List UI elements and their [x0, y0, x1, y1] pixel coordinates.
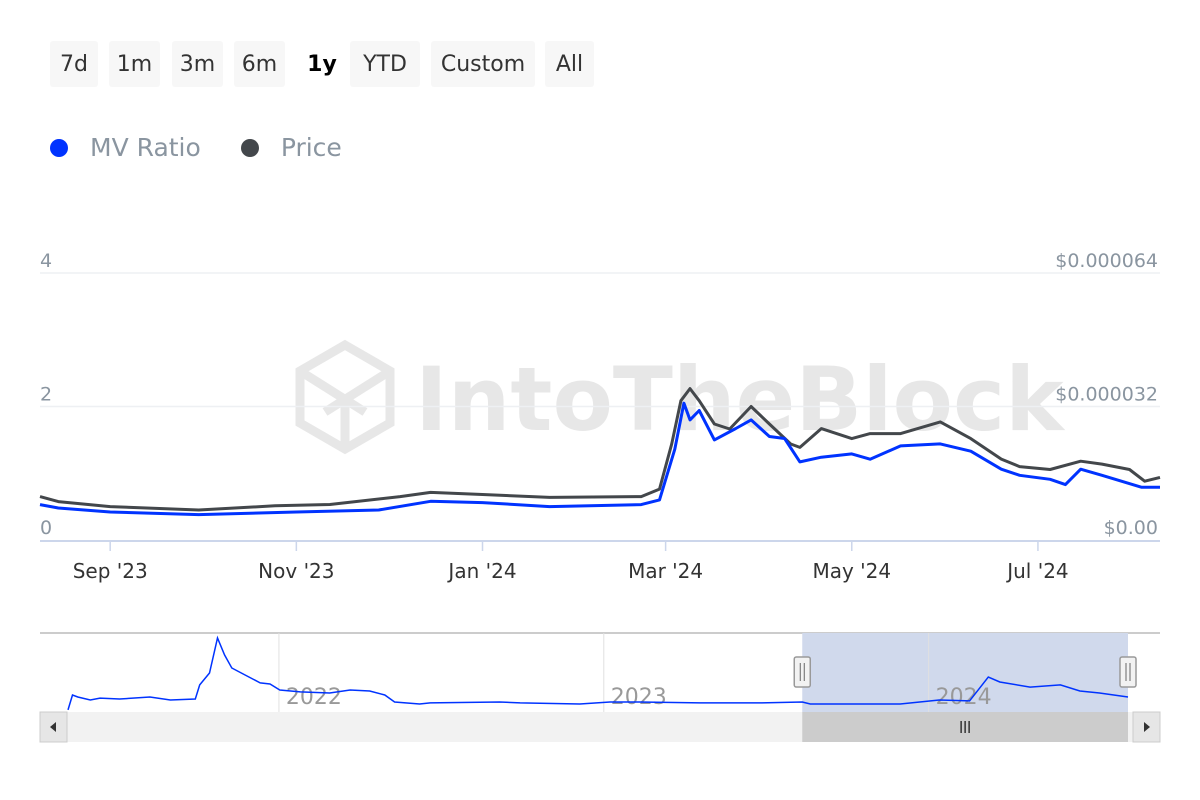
range-button-6m[interactable]: 6m — [234, 41, 285, 87]
handle-box[interactable] — [1119, 656, 1137, 688]
legend-item-price[interactable]: Price — [240, 133, 342, 162]
watermark-logo-icon — [295, 339, 395, 455]
navigator-handle-left[interactable] — [793, 656, 812, 688]
range-button-all[interactable]: All — [545, 41, 594, 87]
y-left-tick-label: 4 — [40, 250, 52, 272]
price-dot-icon — [240, 138, 259, 157]
mv-ratio-dot-icon — [50, 138, 68, 157]
x-tick-label: May '24 — [812, 559, 891, 583]
legend-label: MV Ratio — [90, 133, 201, 162]
x-tick-label: Jan '24 — [446, 559, 516, 583]
navigator-tick-label: 2023 — [611, 685, 667, 710]
navigator-series-line — [67, 635, 1129, 711]
arrow-left-icon — [50, 722, 56, 732]
legend-item-mv-ratio[interactable]: MV Ratio — [50, 133, 201, 162]
y-left-tick-label: 0 — [40, 517, 52, 539]
range-button-3m[interactable]: 3m — [172, 41, 223, 87]
watermark: IntoTheBlock — [295, 339, 1066, 455]
watermark-text: IntoTheBlock — [415, 348, 1066, 451]
navigator-handle-right[interactable] — [1119, 656, 1137, 688]
y-right-tick-label: $0.000064 — [1055, 250, 1158, 272]
price-series-line[interactable] — [39, 387, 1161, 512]
y-right-tick-label: $0.000032 — [1055, 384, 1158, 406]
navigator-tick-label: 2024 — [936, 685, 992, 710]
legend-label: Price — [280, 133, 342, 162]
range-button-ytd[interactable]: YTD — [350, 41, 420, 87]
x-tick-label: Jul '24 — [1005, 559, 1068, 583]
y-left-tick-label: 2 — [40, 384, 52, 406]
range-button-1y[interactable]: 1y — [307, 51, 337, 77]
legend: MV Ratio Price — [50, 133, 382, 162]
arrow-right-icon — [1144, 722, 1150, 732]
range-button-1m[interactable]: 1m — [109, 41, 160, 87]
y-right-tick-label: $0.00 — [1104, 517, 1158, 539]
x-tick-label: Sep '23 — [73, 559, 148, 583]
mv-ratio-series-line[interactable] — [39, 401, 1160, 517]
navigator-selected-mask[interactable] — [802, 633, 1128, 712]
range-button-custom[interactable]: Custom — [431, 41, 535, 87]
handle-box[interactable] — [793, 656, 812, 688]
range-button-7d[interactable]: 7d — [50, 41, 98, 87]
x-tick-label: Mar '24 — [628, 559, 703, 583]
navigator-tick-label: 2022 — [286, 685, 342, 710]
x-tick-label: Nov '23 — [258, 559, 334, 583]
